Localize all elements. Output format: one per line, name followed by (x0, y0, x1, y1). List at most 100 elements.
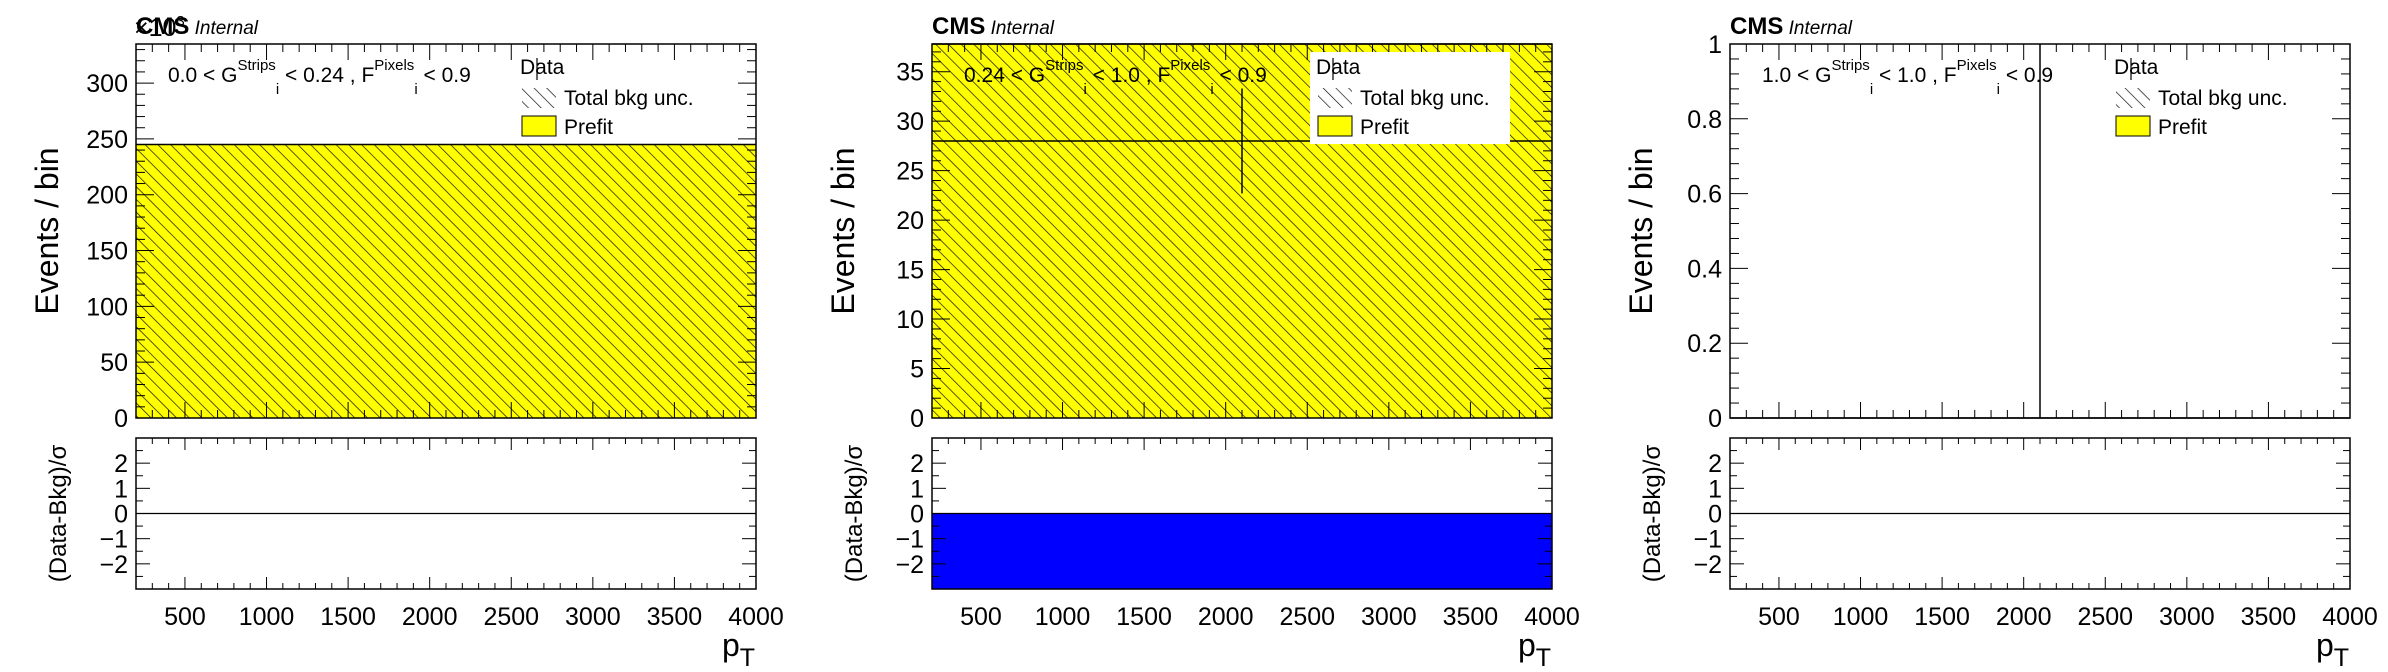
cms-label: CMS Internal (932, 13, 1055, 40)
x-axis-title-sub: T (2334, 644, 2349, 672)
panel-3: 0 0.2 0.4 0.6 0.8 1 Events / bin CMS Internal 1.… (1623, 13, 2378, 672)
ratio-ytick-label: −2 (895, 551, 924, 579)
ratio-ytick-label: −1 (1693, 526, 1722, 554)
ratio-y-axis-title: (Data-Bkg)/σ (45, 445, 72, 583)
region-mid: < 1.0 , F (1873, 64, 1956, 87)
ytick-label: 10 (896, 306, 924, 334)
cms-label: CMS Internal (1730, 13, 1853, 40)
xtick-label: 4000 (1524, 603, 1580, 631)
xtick-label: 500 (1758, 603, 1800, 631)
cms-status: Internal (1783, 18, 1852, 39)
xtick-label: 2500 (2077, 603, 2133, 631)
y-axis-title: Events / bin (29, 147, 65, 314)
xtick-label: 2000 (402, 603, 458, 631)
ratio-ytick-label: 2 (910, 450, 924, 478)
region-pre: 0.0 < G (168, 64, 237, 87)
y-multiplier-base: ×10 (134, 14, 176, 42)
legend-unc-swatch (2116, 88, 2150, 108)
ytick-label: 300 (86, 70, 128, 98)
region-post: < 0.9 (418, 64, 471, 87)
xtick-label: 500 (960, 603, 1002, 631)
region-pre: 1.0 < G (1762, 64, 1831, 87)
region-sup1: Strips (1045, 57, 1083, 74)
ytick-label: 0 (1708, 405, 1722, 433)
region-sub1: i (276, 81, 279, 98)
xtick-label: 3500 (647, 603, 703, 631)
ratio-ytick-label: 1 (910, 475, 924, 503)
legend-unc-swatch (1318, 88, 1352, 108)
legend-prefit-swatch (521, 115, 557, 137)
ratio-ytick-label: 1 (1708, 475, 1722, 503)
pull-bar (932, 513, 1552, 589)
legend-prefit-swatch (1317, 115, 1353, 137)
ytick-label: 0.2 (1687, 330, 1722, 358)
ytick-label: 5 (910, 356, 924, 384)
xtick-label: 500 (164, 603, 206, 631)
xtick-label: 4000 (728, 603, 784, 631)
ytick-label: 200 (86, 182, 128, 210)
region-mid: < 0.24 , F (279, 64, 374, 87)
ytick-label: 30 (896, 108, 924, 136)
xtick-label: 1500 (320, 603, 376, 631)
ratio-ytick-label: 1 (114, 475, 128, 503)
y-multiplier-exp: 3 (176, 13, 184, 30)
region-label: 0.24 < GStripsi < 1.0 , FPixelsi < 0.9 (964, 57, 1267, 98)
ytick-label: 250 (86, 126, 128, 154)
region-sub1: i (1870, 81, 1873, 98)
cms-experiment: CMS (136, 13, 189, 40)
region-sup1: Strips (1831, 57, 1869, 74)
legend-unc-label: Total bkg unc. (564, 87, 694, 110)
region-sub2: i (414, 81, 417, 98)
xtick-label: 1000 (1035, 603, 1091, 631)
region-label: 0.0 < GStripsi < 0.24 , FPixelsi < 0.9 (168, 57, 471, 98)
legend-unc-label: Total bkg unc. (1360, 87, 1490, 110)
ytick-label: 100 (86, 293, 128, 321)
ytick-label: 35 (896, 59, 924, 87)
ytick-label: 50 (100, 349, 128, 377)
region-sup2: Pixels (1957, 57, 1997, 74)
xtick-label: 3000 (1361, 603, 1417, 631)
legend-prefit-label: Prefit (564, 116, 613, 139)
legend-data-label: Data (1316, 56, 1361, 79)
x-axis-title-main: p (722, 627, 740, 663)
xtick-label: 1000 (1833, 603, 1889, 631)
ytick-label: 20 (896, 207, 924, 235)
legend-unc-label: Total bkg unc. (2158, 87, 2288, 110)
cms-status: Internal (985, 18, 1054, 39)
ytick-label: 0 (114, 405, 128, 433)
xtick-label: 2500 (1279, 603, 1335, 631)
legend-unc-swatch (522, 88, 556, 108)
cms-experiment: CMS (1730, 13, 1783, 40)
xtick-label: 3000 (2159, 603, 2215, 631)
legend-data-label: Data (2114, 56, 2159, 79)
legend-prefit-label: Prefit (1360, 116, 1409, 139)
ytick-label: 0.6 (1687, 181, 1722, 209)
cms-status: Internal (189, 18, 258, 39)
x-axis-title-sub: T (1536, 644, 1551, 672)
xtick-label: 1500 (1116, 603, 1172, 631)
ytick-label: 25 (896, 158, 924, 186)
cms-label: CMS Internal (136, 13, 259, 40)
ytick-label: 15 (896, 257, 924, 285)
ratio-ytick-label: 2 (114, 450, 128, 478)
unc-band (136, 144, 756, 419)
region-post: < 0.9 (2000, 64, 2053, 87)
cms-experiment: CMS (932, 13, 985, 40)
xtick-label: 3500 (2241, 603, 2297, 631)
region-mid: < 1.0 , F (1087, 64, 1170, 87)
region-pre: 0.24 < G (964, 64, 1045, 87)
region-sup1: Strips (237, 57, 275, 74)
x-axis-title: pT (1518, 627, 1551, 672)
xtick-label: 1000 (239, 603, 295, 631)
ratio-y-axis-title: (Data-Bkg)/σ (1639, 445, 1666, 583)
xtick-label: 1500 (1914, 603, 1970, 631)
region-sup2: Pixels (374, 57, 414, 74)
ytick-label: 1 (1708, 31, 1722, 59)
region-sub2: i (1210, 81, 1213, 98)
ytick-label: 0.8 (1687, 106, 1722, 134)
legend-data-label: Data (520, 56, 565, 79)
x-axis-title-main: p (2316, 627, 2334, 663)
xtick-label: 2000 (1996, 603, 2052, 631)
